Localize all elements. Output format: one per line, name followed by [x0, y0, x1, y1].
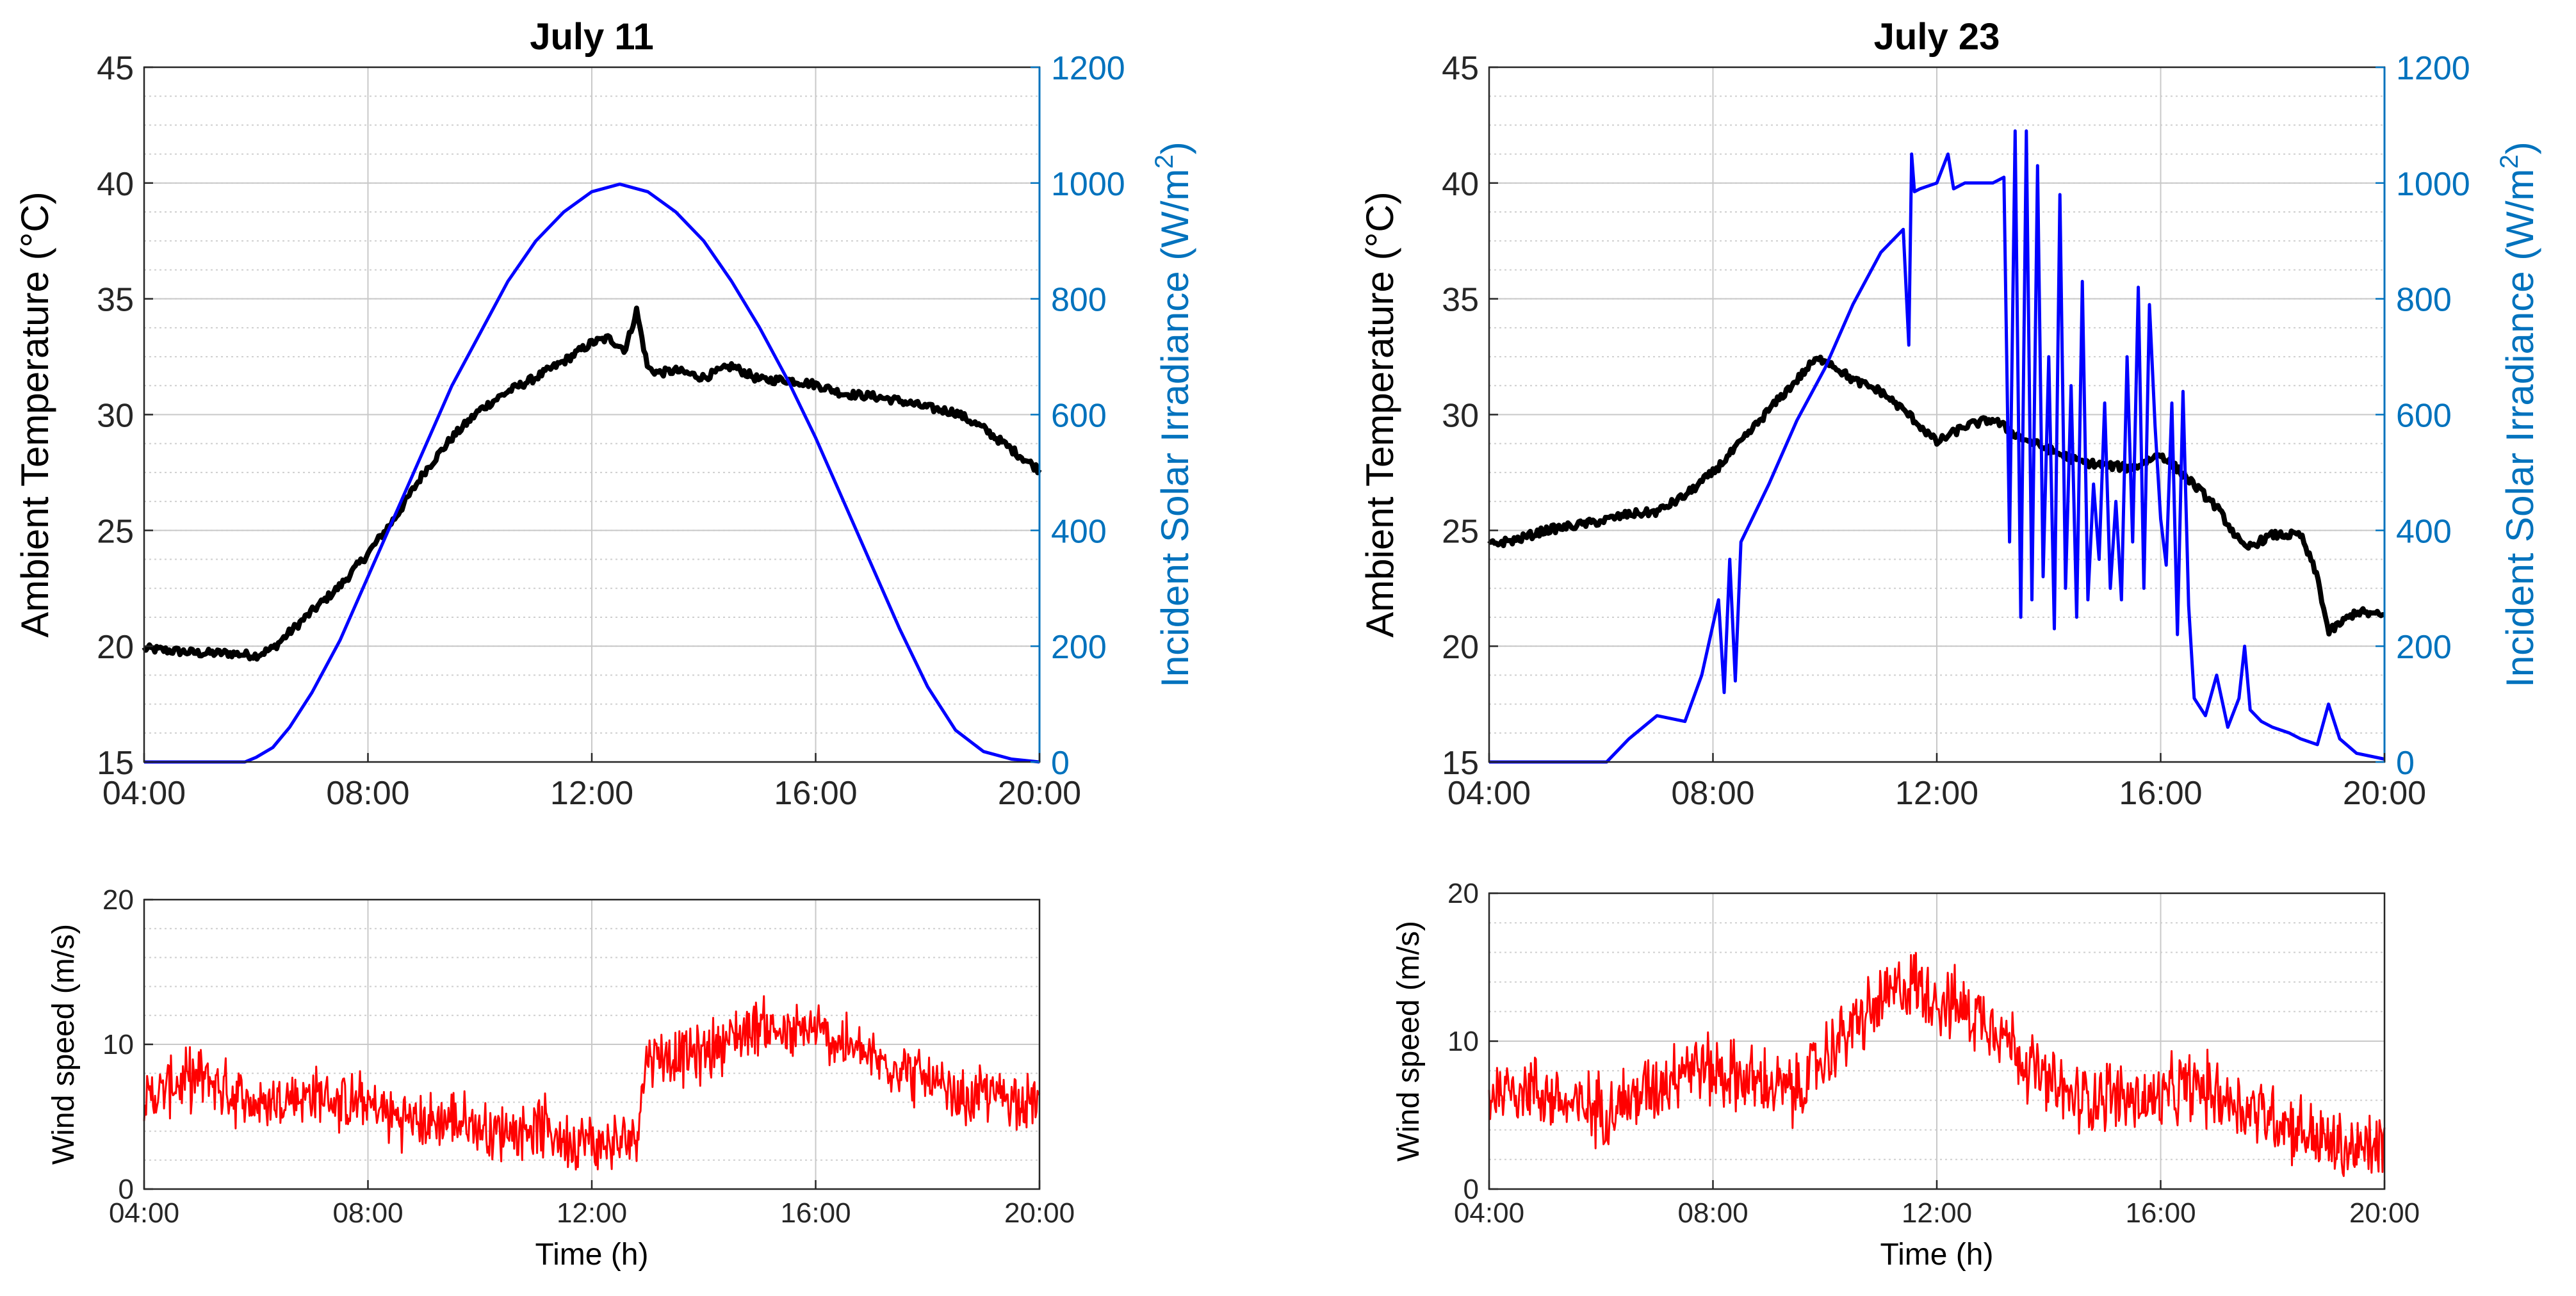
y-right-tick-label: 1000	[2396, 166, 2470, 203]
x-tick-label: 16:00	[2125, 1197, 2196, 1229]
series-wind-speed	[1488, 952, 2386, 1178]
y-tick-label: 20	[1442, 629, 1479, 666]
x-tick-label: 20:00	[2349, 1197, 2420, 1229]
x-axis-label: Time (h)	[535, 1238, 649, 1272]
chart-july11_wind: 04:00 08:00 12:00 16:00 20:00 0 10 20 Time (h) Wi…	[47, 884, 1075, 1272]
x-tick-label: 16:00	[780, 1197, 851, 1229]
y-tick-label: 20	[102, 884, 134, 916]
series-incident-solar-irradiance	[144, 182, 1040, 764]
y-right-tick-label: 0	[1051, 745, 1070, 782]
series-ambient-temperature	[1487, 354, 2386, 637]
x-tick-label: 20:00	[2343, 775, 2426, 812]
y-tick-label: 40	[1442, 166, 1479, 203]
y-tick-label: 30	[1442, 398, 1479, 435]
y-tick-label: 15	[1442, 745, 1479, 782]
y-right-tick-label: 600	[1051, 398, 1107, 435]
y-tick-label: 10	[102, 1029, 134, 1060]
y-right-axis-label-main: Incident Solar Irradiance (W/m	[2499, 168, 2541, 687]
y-right-tick-label: 1000	[1051, 166, 1125, 203]
y-right-axis-label: Incident Solar Irradiance (W/m2)	[1150, 142, 1196, 688]
y-tick-label: 30	[97, 398, 134, 435]
chart-july23_wind: 04:00 08:00 12:00 16:00 20:00 0 10 20 Time (h) Wi…	[1392, 878, 2420, 1272]
y-right-tick-label: 600	[2396, 398, 2452, 435]
x-tick-label: 04:00	[1447, 775, 1531, 812]
x-tick-label: 12:00	[557, 1197, 627, 1229]
series-ambient-temperature	[142, 305, 1042, 662]
x-tick-label: 08:00	[1677, 1197, 1748, 1229]
x-tick-label: 12:00	[1895, 775, 1978, 812]
y-right-tick-label: 1200	[1051, 50, 1125, 87]
y-right-tick-label: 1200	[2396, 50, 2470, 87]
x-tick-label: 08:00	[1671, 775, 1754, 812]
y-tick-label: 35	[1442, 282, 1479, 319]
series-incident-solar-irradiance	[1489, 129, 2385, 764]
y-right-tick-label: 400	[2396, 513, 2452, 550]
y-right-axis-label-sup: 2	[1150, 154, 1178, 168]
y-tick-label: 20	[97, 629, 134, 666]
y-tick-label: 15	[97, 745, 134, 782]
y-tick-label: 35	[97, 282, 134, 319]
x-tick-label: 16:00	[2119, 775, 2202, 812]
chart-july23_top: 04:00 08:00 12:00 16:00 20:00 15 20 25 30 35 40 45 0…	[1358, 16, 2541, 812]
y-tick-label: 20	[1447, 878, 1479, 909]
x-tick-label: 12:00	[550, 775, 633, 812]
series-wind-speed	[143, 995, 1041, 1170]
y-axis-label: Ambient Temperature (°C)	[13, 191, 56, 637]
chart-title: July 23	[1874, 16, 2000, 58]
y-right-axis-label-end: )	[2499, 142, 2541, 154]
y-axis-label: Wind speed (m/s)	[47, 924, 81, 1165]
x-tick-label: 04:00	[102, 775, 186, 812]
x-tick-label: 04:00	[1454, 1197, 1524, 1229]
y-right-axis-label-sup: 2	[2495, 154, 2523, 168]
y-tick-label: 10	[1447, 1026, 1479, 1057]
y-right-tick-label: 800	[2396, 282, 2452, 319]
chart-july11_top: 04:00 08:00 12:00 16:00 20:00 15 20 25 30 35 40 45 0…	[13, 16, 1196, 812]
y-tick-label: 0	[118, 1174, 134, 1205]
y-axis-label: Ambient Temperature (°C)	[1358, 191, 1401, 637]
x-tick-label: 20:00	[998, 775, 1081, 812]
y-axis-label: Wind speed (m/s)	[1392, 921, 1426, 1162]
x-tick-label: 20:00	[1004, 1197, 1075, 1229]
y-right-tick-label: 400	[1051, 513, 1107, 550]
chart-title: July 11	[530, 16, 653, 58]
x-tick-label: 08:00	[326, 775, 409, 812]
y-right-tick-label: 200	[2396, 629, 2452, 666]
y-right-axis-label-end: )	[1153, 142, 1196, 154]
y-tick-label: 40	[97, 166, 134, 203]
y-right-axis-label-main: Incident Solar Irradiance (W/m	[1153, 168, 1196, 687]
x-tick-label: 08:00	[332, 1197, 403, 1229]
x-tick-label: 04:00	[109, 1197, 179, 1229]
y-right-tick-label: 200	[1051, 629, 1107, 666]
y-right-tick-label: 0	[2396, 745, 2415, 782]
y-tick-label: 45	[1442, 50, 1479, 87]
y-tick-label: 0	[1463, 1174, 1479, 1205]
x-tick-label: 12:00	[1902, 1197, 1972, 1229]
y-right-axis-label: Incident Solar Irradiance (W/m2)	[2495, 142, 2541, 688]
y-tick-label: 25	[97, 513, 134, 550]
y-tick-label: 25	[1442, 513, 1479, 550]
y-right-tick-label: 800	[1051, 282, 1107, 319]
y-tick-label: 45	[97, 50, 134, 87]
x-tick-label: 16:00	[774, 775, 857, 812]
x-axis-label: Time (h)	[1880, 1238, 1994, 1272]
